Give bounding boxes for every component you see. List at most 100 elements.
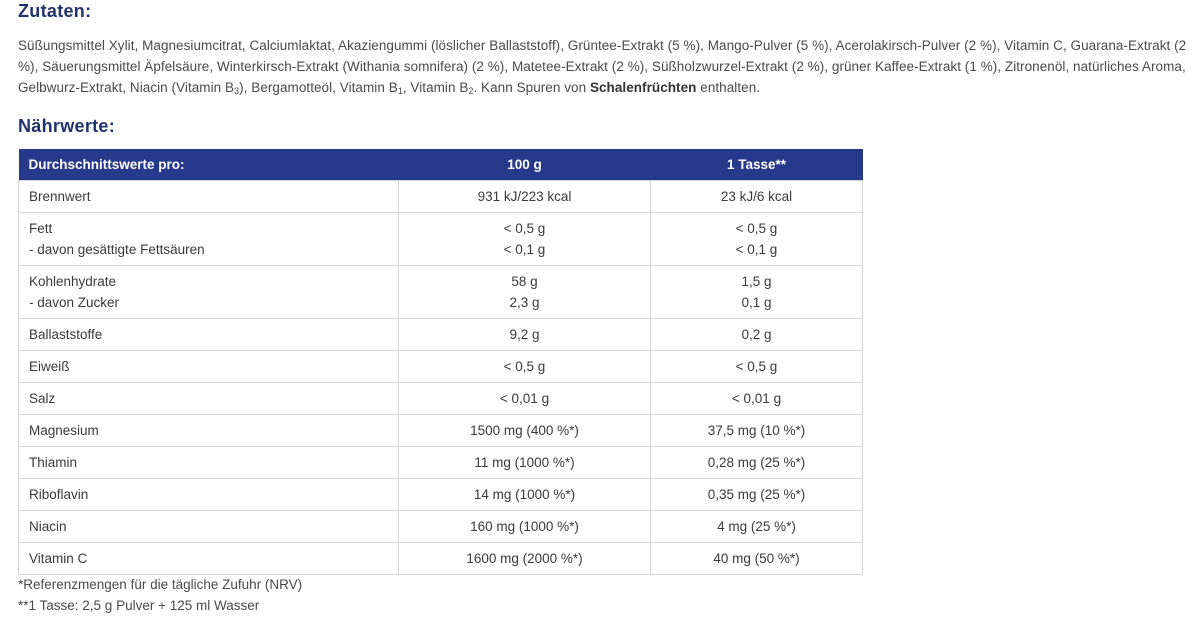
nutrient-label: Magnesium: [29, 423, 99, 438]
value-per-cup: 40 mg (50 %*): [713, 551, 800, 566]
nutrient-label-cell: Vitamin C: [18, 542, 399, 575]
value-per-cup-cell: < 0,5 g < 0,1 g: [650, 212, 863, 266]
table-row: Ballaststoffe 9,2 g 0,2 g: [18, 318, 863, 351]
value-100g: < 0,01 g: [499, 391, 550, 406]
nutrient-label: - davon Zucker: [29, 295, 120, 310]
header-per-cup: 1 Tasse**: [650, 149, 863, 181]
ingredients-text-part: Süßungsmittel Xylit, Magnesiumcitrat, Ca…: [18, 38, 1187, 95]
value-per-cup: < 0,1 g: [735, 242, 778, 257]
value-100g-cell: < 0,5 g < 0,1 g: [398, 212, 651, 266]
value-per-cup-cell: 0,35 mg (25 %*): [650, 478, 863, 511]
ingredients-text-part: enthalten.: [696, 80, 761, 95]
nutrient-label: Thiamin: [29, 455, 78, 470]
table-row: Salz < 0,01 g < 0,01 g: [18, 382, 863, 415]
value-100g: 14 mg (1000 %*): [473, 487, 576, 502]
value-per-cup: 4 mg (25 %*): [717, 519, 796, 534]
value-100g-cell: < 0,5 g: [398, 350, 651, 383]
table-row: Magnesium 1500 mg (400 %*) 37,5 mg (10 %*): [18, 414, 863, 447]
value-100g: < 0,1 g: [503, 242, 546, 257]
value-100g: < 0,5 g: [503, 221, 546, 236]
footnote-cup: **1 Tasse: 2,5 g Pulver + 125 ml Wasser: [18, 598, 260, 613]
ingredients-text-part: . Kann Spuren von: [473, 80, 590, 95]
value-per-cup: 37,5 mg (10 %*): [707, 423, 806, 438]
value-100g: 1500 mg (400 %*): [470, 423, 579, 438]
nutrient-label-cell: Riboflavin: [18, 478, 399, 511]
value-per-cup-cell: < 0,01 g: [650, 382, 863, 415]
value-100g: 2,3 g: [509, 295, 540, 310]
nutrient-label-cell: Salz: [18, 382, 399, 415]
value-per-cup: 0,28 mg (25 %*): [707, 455, 806, 470]
subscript: 3: [234, 86, 240, 96]
table-row: Brennwert 931 kJ/223 kcal 23 kJ/6 kcal: [18, 180, 863, 213]
ingredients-text: Süßungsmittel Xylit, Magnesiumcitrat, Ca…: [18, 35, 1203, 98]
table-row: Fett - davon gesättigte Fettsäuren < 0,5 g…: [18, 212, 863, 266]
value-100g: 1600 mg (2000 %*): [466, 551, 583, 566]
nutrient-label: Fett: [29, 221, 53, 236]
footnote-nrv: *Referenzmengen für die tägliche Zufuhr …: [18, 577, 303, 592]
value-per-cup-cell: 4 mg (25 %*): [650, 510, 863, 543]
value-per-cup: < 0,5 g: [735, 359, 778, 374]
nutrient-label-cell: Niacin: [18, 510, 399, 543]
nutrient-label: Ballaststoffe: [29, 327, 103, 342]
value-per-cup: 1,5 g: [741, 274, 772, 289]
table-row: Riboflavin 14 mg (1000 %*) 0,35 mg (25 %*): [18, 478, 863, 511]
value-100g-cell: 11 mg (1000 %*): [398, 446, 651, 479]
nutrient-label: Vitamin C: [29, 551, 88, 566]
table-row: Thiamin 11 mg (1000 %*) 0,28 mg (25 %*): [18, 446, 863, 479]
value-per-cup-cell: 40 mg (50 %*): [650, 542, 863, 575]
value-per-cup-cell: 0,2 g: [650, 318, 863, 351]
nutrition-heading: Nährwerte:: [18, 116, 116, 136]
value-per-cup-cell: 1,5 g 0,1 g: [650, 265, 863, 319]
subscript: 1: [397, 86, 403, 96]
subscript: 2: [468, 86, 474, 96]
nutrient-label-cell: Thiamin: [18, 446, 399, 479]
allergen-bold: Schalenfrüchten: [589, 80, 697, 95]
nutrient-label: Salz: [29, 391, 56, 406]
value-per-cup: < 0,01 g: [731, 391, 782, 406]
header-100g: 100 g: [398, 149, 651, 181]
ingredients-heading: Zutaten:: [18, 1, 92, 21]
value-100g-cell: 160 mg (1000 %*): [398, 510, 651, 543]
nutrient-label-cell: Kohlenhydrate - davon Zucker: [18, 265, 399, 319]
value-100g-cell: 58 g 2,3 g: [398, 265, 651, 319]
value-per-cup: 0,35 mg (25 %*): [707, 487, 806, 502]
ingredients-text-part: ), Bergamotteöl, Vitamin B: [239, 80, 398, 95]
value-100g-cell: 9,2 g: [398, 318, 651, 351]
value-per-cup: 0,1 g: [741, 295, 772, 310]
value-100g-cell: 1500 mg (400 %*): [398, 414, 651, 447]
table-row: Vitamin C 1600 mg (2000 %*) 40 mg (50 %*): [18, 542, 863, 575]
nutrient-label: Niacin: [29, 519, 67, 534]
value-per-cup: 23 kJ/6 kcal: [720, 189, 793, 204]
value-100g: 58 g: [511, 274, 538, 289]
nutrient-label-cell: Brennwert: [18, 180, 399, 213]
nutrient-label: Kohlenhydrate: [29, 274, 117, 289]
nutrient-label-cell: Eiweiß: [18, 350, 399, 383]
value-per-cup-cell: 37,5 mg (10 %*): [650, 414, 863, 447]
value-per-cup: < 0,5 g: [735, 221, 778, 236]
value-100g-cell: < 0,01 g: [398, 382, 651, 415]
nutrient-label-cell: Magnesium: [18, 414, 399, 447]
table-body: Brennwert 931 kJ/223 kcal 23 kJ/6 kcal Fett…: [18, 180, 863, 575]
value-per-cup-cell: 0,28 mg (25 %*): [650, 446, 863, 479]
table-row: Eiweiß < 0,5 g < 0,5 g: [18, 350, 863, 383]
table-row: Kohlenhydrate - davon Zucker 58 g 2,3 g 1,5 …: [18, 265, 863, 319]
value-per-cup: 0,2 g: [741, 327, 772, 342]
value-per-cup-cell: < 0,5 g: [650, 350, 863, 383]
nutrient-label-cell: Fett - davon gesättigte Fettsäuren: [18, 212, 399, 266]
nutrient-label: Brennwert: [29, 189, 91, 204]
value-100g-cell: 14 mg (1000 %*): [398, 478, 651, 511]
table-header-row: Durchschnittswerte pro: 100 g 1 Tasse**: [18, 149, 863, 181]
nutrient-label: Eiweiß: [29, 359, 70, 374]
nutrient-label: - davon gesättigte Fettsäuren: [29, 242, 205, 257]
value-per-cup-cell: 23 kJ/6 kcal: [650, 180, 863, 213]
value-100g: < 0,5 g: [503, 359, 546, 374]
table-row: Niacin 160 mg (1000 %*) 4 mg (25 %*): [18, 510, 863, 543]
value-100g: 11 mg (1000 %*): [474, 455, 575, 470]
nutrition-table: Durchschnittswerte pro: 100 g 1 Tasse** …: [18, 149, 863, 575]
nutrient-label: Riboflavin: [29, 487, 89, 502]
value-100g-cell: 931 kJ/223 kcal: [398, 180, 651, 213]
header-per-label: Durchschnittswerte pro:: [18, 149, 399, 181]
value-100g: 931 kJ/223 kcal: [477, 189, 572, 204]
ingredients-text-part: , Vitamin B: [402, 80, 469, 95]
value-100g: 160 mg (1000 %*): [470, 519, 579, 534]
